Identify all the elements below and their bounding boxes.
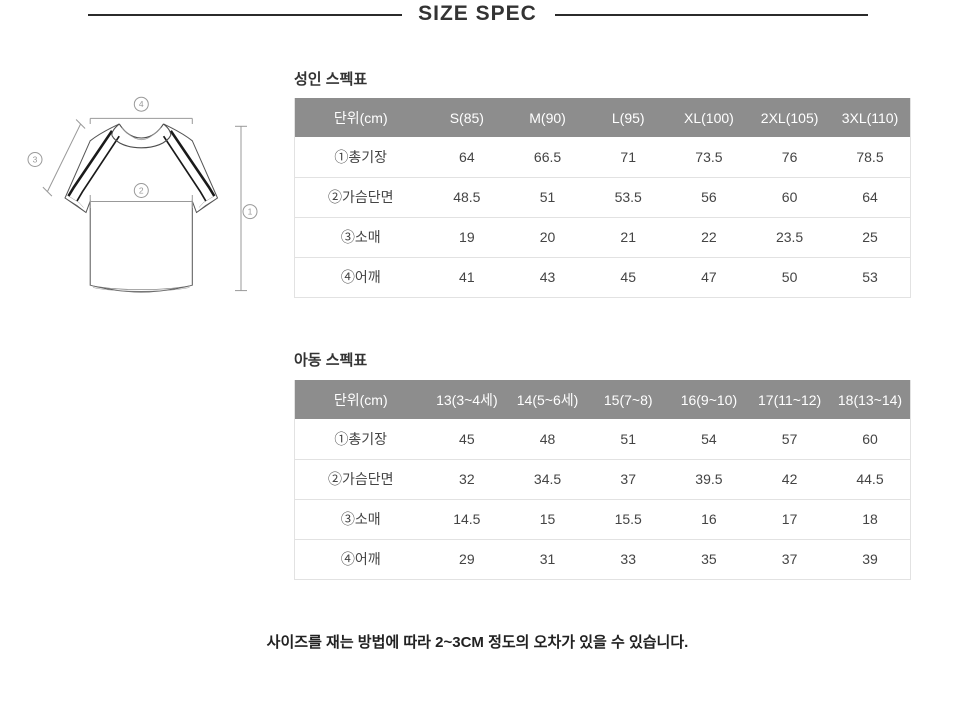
svg-text:3: 3	[33, 154, 38, 164]
svg-text:4: 4	[139, 99, 144, 109]
svg-text:1: 1	[248, 207, 253, 217]
svg-text:2: 2	[139, 185, 144, 195]
